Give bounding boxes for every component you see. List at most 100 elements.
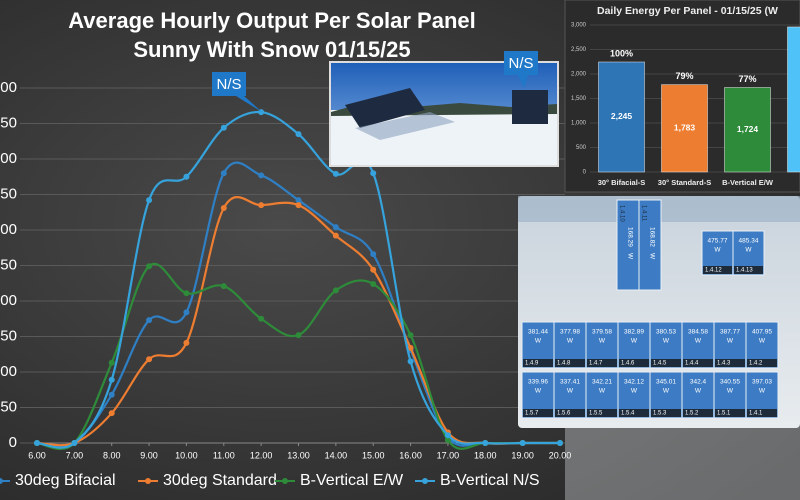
panel-power: 168.82 bbox=[648, 227, 655, 247]
percent-label: 100% bbox=[610, 48, 633, 58]
x-tick-label: 10.00 bbox=[175, 450, 198, 460]
panel-power: 397.03 bbox=[752, 379, 772, 386]
rotated-label: 168.82 W 1.4.11 bbox=[640, 205, 655, 260]
callout-box bbox=[504, 51, 538, 75]
data-point bbox=[258, 172, 265, 179]
panel-power: 382.89 bbox=[624, 329, 644, 336]
panel-unit: W bbox=[535, 388, 542, 395]
x-tick-label: 18.00 bbox=[474, 450, 497, 460]
y-tick-label: 400 bbox=[0, 150, 17, 167]
panel-unit: W bbox=[727, 338, 734, 345]
callout-tail bbox=[518, 75, 528, 88]
value-label: 1,724 bbox=[737, 124, 759, 134]
panel-id-strip bbox=[747, 409, 777, 417]
panel-id-strip bbox=[555, 359, 585, 367]
data-point bbox=[220, 124, 227, 131]
panel-id: 1.4.10 bbox=[618, 205, 624, 222]
bar-chart: Daily Energy Per Panel - 01/15/25 (W 0 50… bbox=[571, 5, 800, 187]
x-tick-label: 30° Bifacial-S bbox=[598, 178, 646, 187]
legend-label: 30deg Bifacial bbox=[15, 472, 116, 489]
photo: N/S N/S bbox=[212, 51, 559, 167]
x-tick-label: 30° Standard-S bbox=[658, 178, 711, 187]
y-tick-label: 50 bbox=[0, 398, 17, 415]
annotation: N/S bbox=[508, 55, 533, 72]
panel-unit: W bbox=[567, 388, 574, 395]
panel-power: 387.77 bbox=[720, 329, 740, 336]
y-tick-label: 150 bbox=[0, 327, 17, 344]
x-tick-label: 14.00 bbox=[325, 450, 348, 460]
data-point bbox=[370, 170, 377, 177]
line-chart: 0 50 100 150 200 250 300 350 400 450 500 6.00 7.00 8.… bbox=[0, 79, 571, 489]
x-tick-label: 20.00 bbox=[549, 450, 572, 460]
data-point bbox=[71, 440, 78, 446]
x-tick-label: 13.00 bbox=[287, 450, 310, 460]
data-point bbox=[332, 224, 339, 231]
panel-power: 337.41 bbox=[560, 379, 580, 386]
panel-unit: W bbox=[695, 388, 702, 395]
data-point bbox=[370, 280, 377, 287]
panel-power: 485.34 bbox=[739, 238, 759, 245]
data-point bbox=[332, 287, 339, 294]
panel-unit: W bbox=[759, 338, 766, 345]
data-point bbox=[295, 197, 302, 204]
panel-id: 1.5.5 bbox=[589, 411, 603, 417]
bar bbox=[598, 61, 645, 173]
panel-id-strip bbox=[619, 409, 649, 417]
panel-unit: W bbox=[759, 388, 766, 395]
data-point bbox=[146, 263, 153, 270]
panel-id: 1.5.6 bbox=[557, 411, 571, 417]
panel-id-strip bbox=[715, 359, 745, 367]
data-point bbox=[407, 358, 414, 365]
panel-unit: W bbox=[648, 253, 655, 260]
panel-id-strip bbox=[683, 409, 713, 417]
panel-id: 1.5.4 bbox=[621, 411, 635, 417]
panel-id-strip bbox=[555, 409, 585, 417]
y-tick-label: 3,000 bbox=[571, 23, 587, 29]
legend-label: B-Vertical E/W bbox=[300, 472, 404, 489]
panel-id: 1.4.12 bbox=[705, 268, 722, 274]
data-point bbox=[258, 202, 265, 209]
data-point bbox=[220, 283, 227, 290]
y-tick-label: 1,000 bbox=[571, 121, 587, 127]
percent-label: 77% bbox=[738, 74, 756, 84]
panel-unit: W bbox=[727, 388, 734, 395]
panel-id: 1.4.7 bbox=[589, 361, 603, 367]
panel-id-strip bbox=[683, 359, 713, 367]
photo-shadow bbox=[355, 112, 455, 140]
panel-id-strip bbox=[651, 409, 681, 417]
data-point bbox=[295, 131, 302, 138]
photo-panel bbox=[345, 88, 425, 128]
panel-id-strip bbox=[523, 409, 553, 417]
callout-tail bbox=[236, 96, 262, 112]
x-tick-label: 12.00 bbox=[250, 450, 273, 460]
panel-unit: W bbox=[695, 338, 702, 345]
legend-label: B-Vertical N/S bbox=[440, 472, 540, 489]
chart-subtitle: Sunny With Snow 01/15/25 bbox=[133, 37, 410, 62]
legend-marker bbox=[422, 478, 428, 484]
x-tick-label: 7.00 bbox=[66, 450, 84, 460]
panel-id: 1.4.1 bbox=[749, 411, 763, 417]
panel-unit: W bbox=[535, 338, 542, 345]
x-tick-label: 11.00 bbox=[213, 450, 235, 460]
data-point bbox=[183, 173, 190, 180]
y-tick-label: 250 bbox=[0, 256, 17, 273]
panel-power: 342.12 bbox=[624, 379, 644, 386]
panel-id: 1.5.2 bbox=[685, 411, 699, 417]
chart-title: Average Hourly Output Per Solar Panel bbox=[68, 8, 476, 33]
data-point bbox=[444, 432, 451, 439]
panel-id: 1.4.11 bbox=[640, 205, 646, 222]
panel-unit: W bbox=[631, 338, 638, 345]
data-point bbox=[108, 376, 115, 383]
data-point bbox=[34, 440, 40, 446]
y-tick-label: 100 bbox=[0, 363, 17, 380]
panel-id-strip bbox=[747, 359, 777, 367]
panel-power: 339.96 bbox=[528, 379, 548, 386]
panel-id-strip bbox=[619, 359, 649, 367]
panel-id-strip bbox=[734, 266, 763, 274]
monitor-reflection bbox=[565, 425, 800, 500]
y-tick-label: 0 bbox=[9, 434, 17, 451]
y-tick-label: 500 bbox=[0, 79, 17, 96]
panel-power: 340.55 bbox=[720, 379, 740, 386]
bar bbox=[661, 84, 708, 173]
